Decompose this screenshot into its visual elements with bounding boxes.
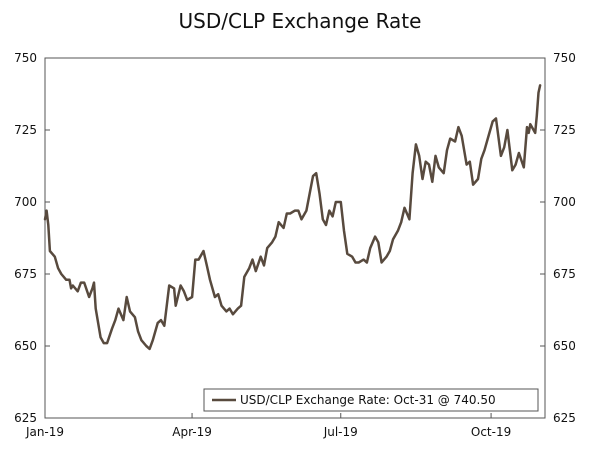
y-tick-label-right: 625 [553, 411, 576, 425]
legend: USD/CLP Exchange Rate: Oct-31 @ 740.50 [203, 388, 539, 412]
x-tick-label: Oct-19 [471, 425, 511, 439]
y-tick-label-left: 725 [14, 123, 37, 137]
plot-area-frame [44, 57, 546, 419]
y-tick-label-left: 650 [14, 339, 37, 353]
y-tick-label-left: 750 [14, 51, 37, 65]
legend-box [203, 388, 539, 412]
x-tick-label: Jan-19 [25, 425, 64, 439]
y-tick-label-left: 625 [14, 411, 37, 425]
y-tick-label-right: 675 [553, 267, 576, 281]
x-tick-label: Jul-19 [323, 425, 358, 439]
y-tick-label-right: 725 [553, 123, 576, 137]
y-tick-label-right: 700 [553, 195, 576, 209]
y-axis-left: 625 650 675 700 725 750 [14, 51, 50, 425]
x-tick-label: Apr-19 [172, 425, 212, 439]
x-axis: Jan-19 Apr-19 Jul-19 Oct-19 [25, 413, 511, 439]
legend-label: USD/CLP Exchange Rate: Oct-31 @ 740.50 [240, 393, 496, 407]
series-line-usd-clp [43, 84, 542, 351]
y-axis-right: 625 650 675 700 725 750 [540, 51, 576, 425]
chart-title: USD/CLP Exchange Rate [179, 9, 422, 33]
y-tick-label-left: 700 [14, 195, 37, 209]
y-tick-label-right: 650 [553, 339, 576, 353]
y-tick-label-left: 675 [14, 267, 37, 281]
y-tick-label-right: 750 [553, 51, 576, 65]
